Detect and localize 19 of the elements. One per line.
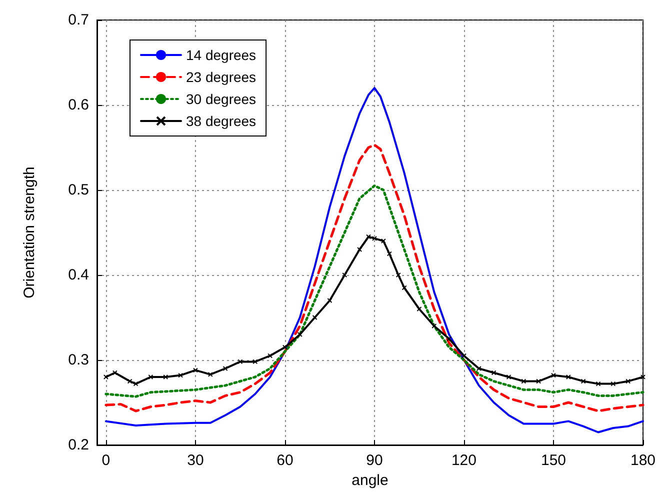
- legend-label: 30 degrees: [186, 91, 256, 107]
- y-tick-label: 0.4: [68, 266, 89, 284]
- y-tick-label: 0.7: [68, 12, 89, 28]
- y-tick-label: 0.3: [68, 352, 89, 368]
- x-tick-label: 150: [540, 452, 566, 469]
- x-tick-label: 180: [630, 452, 656, 469]
- x-tick-label: 120: [451, 452, 476, 469]
- x-tick-label: 60: [276, 452, 294, 469]
- x-tick-label: 90: [366, 452, 383, 469]
- y-tick-label: 0.5: [68, 182, 89, 198]
- x-tick-label: 0: [102, 452, 110, 469]
- legend-label: 14 degrees: [186, 47, 256, 63]
- y-tick-label: 0.6: [68, 96, 89, 114]
- y-axis-title: Orientation strength: [21, 166, 38, 298]
- x-axis-title: angle: [352, 472, 388, 489]
- x-tick-label: 30: [187, 452, 204, 469]
- y-tick-label: 0.2: [68, 436, 89, 454]
- legend-label: 38 degrees: [186, 113, 256, 129]
- legend-label: 23 degrees: [186, 69, 256, 85]
